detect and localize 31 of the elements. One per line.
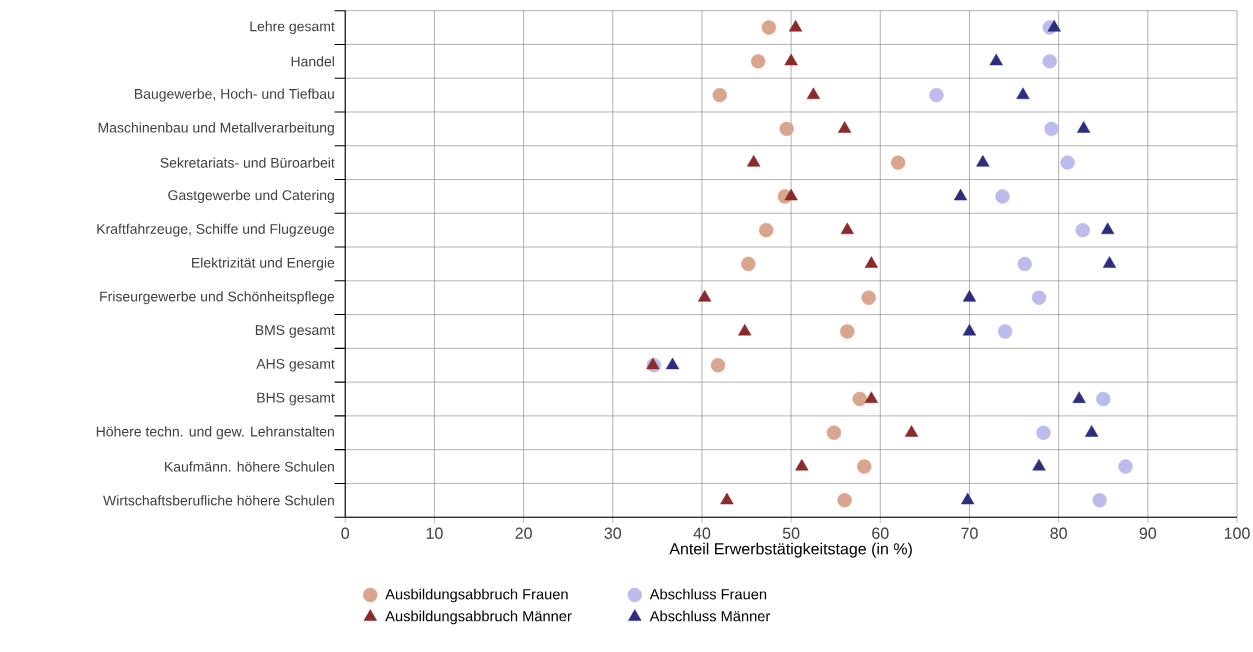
x-axis-title: Anteil Erwerbstätigkeitstage (in %) (669, 542, 912, 558)
y-tick-label: BMS gesamt (255, 325, 335, 338)
x-tick-label: 90 (1139, 527, 1157, 539)
y-tick-label: Handel (291, 56, 334, 67)
y-tick-label: BHS gesamt (257, 392, 335, 406)
y-tick-label: Wirtschaftsberufliche höhere Schulen (103, 495, 334, 506)
y-tick-label: AHS gesamt (256, 359, 335, 372)
legend-label: Ausbildungsabbruch Männer (385, 610, 572, 625)
legend-label: Ausbildungsabbruch Frauen (385, 588, 568, 603)
x-tick-label: 80 (1050, 527, 1067, 539)
x-tick-label: 30 (604, 527, 622, 539)
x-tick-label: 50 (782, 527, 800, 539)
legend-label: Abschluss Frauen (649, 588, 767, 600)
y-tick-label: Gastgewerbe und Catering (168, 189, 334, 204)
x-tick-label: 10 (426, 527, 443, 539)
x-tick-label: 20 (515, 527, 532, 539)
y-tick-label: Lehre gesamt (250, 21, 335, 35)
y-tick-label: Kaufmänn. höhere Schulen (165, 461, 334, 472)
x-tick-label: 0 (341, 527, 350, 539)
x-tick-label: 60 (872, 527, 889, 539)
x-tick-label: 70 (961, 527, 978, 539)
y-tick-label: Maschinenbau und Metallverarbeitung (98, 122, 334, 136)
y-tick-label: Sekretariats- und Büroarbeit (160, 157, 335, 168)
legend-label: Abschluss Männer (649, 610, 771, 622)
x-tick-label: 40 (693, 527, 711, 539)
x-tick-label: 100 (1224, 527, 1250, 539)
y-tick-label: Friseurgewerbe und Schönheitspflege (100, 291, 335, 305)
y-tick-label: Baugewerbe, Hoch- und Tiefbau (135, 88, 334, 102)
y-tick-label: Elektrizität und Energie (192, 257, 335, 271)
y-tick-label: Höhere techn. und gew. Lehranstalten (96, 426, 334, 440)
y-tick-label: Kraftfahrzeuge, Schiffe und Flugzeuge (97, 223, 335, 237)
